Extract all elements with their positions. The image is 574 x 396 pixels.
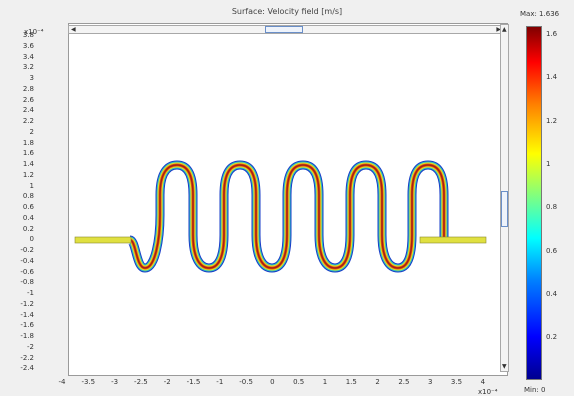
colorbar-tick-label: 1.2 (546, 116, 558, 125)
y-tick-label: 3 (29, 74, 34, 82)
x-tick-label: -1.5 (186, 378, 201, 386)
arrow-left-icon[interactable]: ◀ (71, 26, 76, 33)
vertical-scroll-thumb[interactable] (501, 191, 508, 227)
y-tick-label: 2 (29, 127, 34, 136)
colorbar-tick-label: 0.4 (546, 289, 558, 298)
x-tick-label: 2 (375, 378, 380, 386)
x-tick-label: 1.5 (345, 378, 357, 386)
y-tick-label: -1 (27, 289, 34, 297)
y-tick-label: 2.8 (22, 84, 34, 93)
vertical-scrollbar[interactable]: ▲ ▼ (500, 24, 509, 372)
colorbar-max-label: Max: 1.636 (520, 10, 560, 18)
x-tick-label: 2.5 (398, 378, 410, 386)
y-tick-label: 0.8 (22, 192, 34, 201)
x-tick-label: 0 (270, 378, 275, 386)
x-tick-label: -2 (163, 378, 171, 386)
x-tick-label: -3 (111, 378, 119, 386)
y-tick-label: -0.2 (20, 246, 34, 254)
y-tick-label: -1.6 (20, 321, 34, 330)
y-tick-label: -1.4 (20, 310, 34, 319)
y-tick-label: 1.6 (22, 149, 34, 158)
arrow-down-icon[interactable]: ▼ (502, 363, 507, 370)
x-tick-label: 3.5 (450, 378, 463, 386)
y-tick-label: 1.2 (22, 170, 34, 179)
colorbar-tick-label: 0.8 (546, 203, 558, 212)
y-tick-label: 0.2 (22, 224, 34, 233)
plot-title: Surface: Velocity field [m/s] (231, 7, 343, 16)
y-axis-exponent: x10⁻⁴ (24, 28, 44, 36)
y-tick-label: 2.4 (22, 106, 34, 115)
x-tick-label: 1 (322, 378, 328, 386)
y-tick-label: 3.8 (22, 31, 34, 39)
y-tick-label: -2 (27, 342, 34, 351)
y-tick-label: -1.2 (20, 299, 34, 308)
y-tick-label: 3.4 (22, 52, 34, 61)
x-tick-label: -1 (216, 378, 224, 386)
x-tick-label: -2.5 (134, 378, 148, 386)
y-tick-label: -0.4 (20, 256, 34, 265)
y-tick-label: 0 (29, 235, 34, 244)
inlet-channel (74, 236, 132, 244)
colorbar-tick-label: 1.6 (546, 30, 558, 38)
x-axis-exponent: x10⁻⁴ (478, 388, 498, 396)
colorbar-tick-label: 0.6 (546, 246, 558, 255)
arrow-up-icon[interactable]: ▲ (502, 26, 507, 33)
y-tick-label: 1 (29, 181, 34, 190)
y-tick-label: 0.4 (22, 213, 34, 222)
y-tick-label: 2.2 (22, 117, 34, 125)
y-tick-label: -0.8 (20, 278, 34, 287)
x-tick-label: 4 (480, 378, 486, 386)
colorbar-tick-label: 0.2 (546, 333, 558, 342)
x-tick-label: -4 (58, 378, 66, 386)
y-tick-label: 1.4 (22, 160, 34, 168)
x-tick-label: -3.5 (81, 378, 96, 386)
arrow-right-icon[interactable]: ▶ (496, 26, 501, 33)
y-tick-label: 1.8 (22, 138, 34, 147)
x-tick-label: -0.5 (239, 378, 253, 386)
colorbar-tick-label: 1 (546, 159, 551, 168)
y-tick-label: 3.2 (22, 63, 34, 72)
y-tick-label: 0.6 (22, 203, 34, 211)
x-tick-label: 0.5 (293, 378, 305, 386)
y-tick-label: -0.6 (20, 267, 34, 276)
y-tick-label: -2.4 (20, 364, 34, 373)
colorbar (526, 26, 542, 380)
horizontal-scroll-thumb[interactable] (265, 26, 303, 33)
y-tick-label: -1.8 (20, 332, 34, 340)
y-tick-label: 3.6 (22, 41, 34, 50)
colorbar-min-label: Min: 0 (524, 386, 546, 394)
y-tick-label: -2.2 (20, 353, 34, 362)
x-tick-label: 3 (427, 378, 433, 386)
colorbar-tick-label: 1.4 (546, 73, 558, 82)
outlet-channel (419, 236, 487, 244)
y-tick-label: 2.6 (22, 95, 34, 104)
